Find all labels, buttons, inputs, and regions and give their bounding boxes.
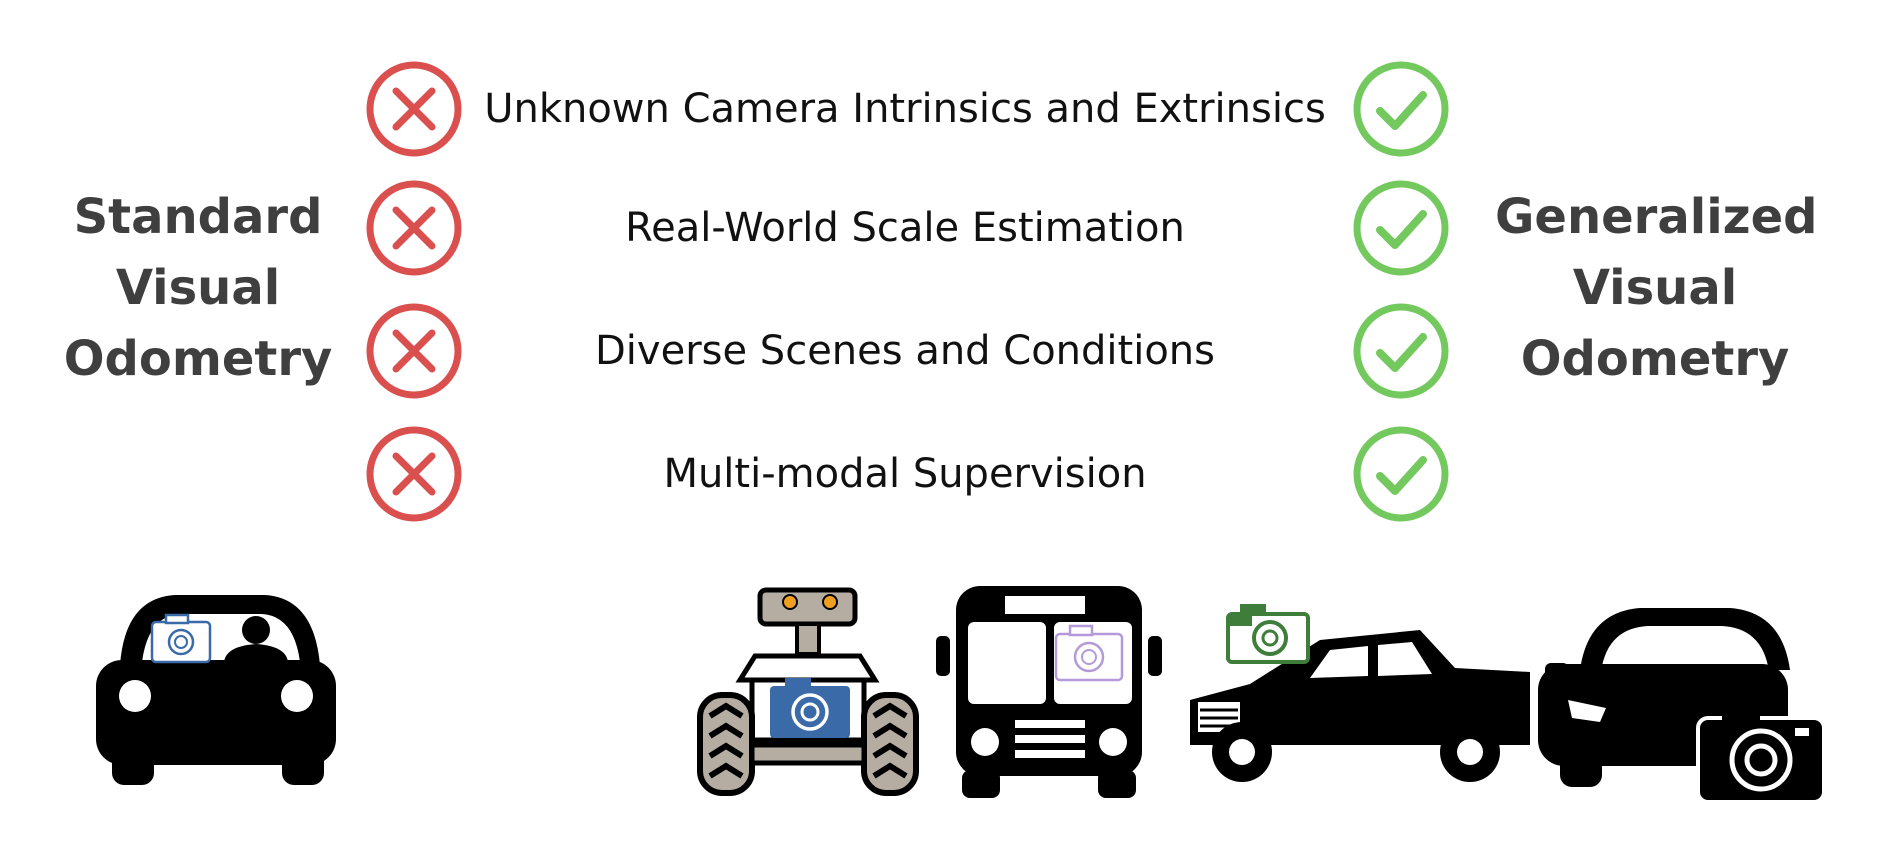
feature-row: Real-World Scale Estimation (0, 178, 1902, 278)
cross-icon (366, 61, 462, 157)
dash-camera-icon (150, 613, 212, 664)
bus-with-camera-icon (936, 586, 1162, 798)
check-icon (1353, 61, 1449, 157)
check-icon (1353, 180, 1449, 276)
feature-row: Diverse Scenes and Conditions (0, 301, 1902, 401)
cross-icon (366, 180, 462, 276)
camera-icon (1696, 704, 1826, 804)
left-title-line: Visual (115, 260, 281, 316)
car-front-with-camera-icon (1538, 608, 1826, 804)
check-icon (1353, 426, 1449, 522)
right-title-line: Visual (1572, 260, 1738, 316)
driver-icon (224, 616, 288, 662)
truck-camera-icon (1226, 604, 1310, 664)
right-title-line: Odometry (1520, 331, 1790, 387)
vehicle-illustrations (96, 586, 1826, 804)
car-front-with-dash-camera-icon (96, 595, 336, 785)
generalized-visual-odometry-title: Generalized Visual Odometry (1495, 182, 1818, 395)
bus-camera-icon (1054, 624, 1124, 682)
standard-visual-odometry-title: Standard Visual Odometry (38, 182, 358, 395)
feature-label: Multi-modal Supervision (663, 451, 1147, 497)
left-title-line: Standard (73, 189, 323, 245)
feature-row: Unknown Camera Intrinsics and Extrinsics (0, 59, 1902, 159)
feature-label: Real-World Scale Estimation (625, 205, 1185, 251)
feature-label: Unknown Camera Intrinsics and Extrinsics (484, 86, 1326, 132)
robot-camera-icon (770, 678, 850, 738)
pickup-truck-with-camera-icon (1190, 604, 1530, 782)
robot-with-camera-icon (697, 587, 919, 796)
feature-row: Multi-modal Supervision (0, 424, 1902, 524)
check-icon (1353, 303, 1449, 399)
right-title-line: Generalized (1495, 189, 1818, 245)
cross-icon (366, 303, 462, 399)
left-title-line: Odometry (63, 331, 333, 387)
feature-label: Diverse Scenes and Conditions (595, 328, 1215, 374)
cross-icon (366, 426, 462, 522)
